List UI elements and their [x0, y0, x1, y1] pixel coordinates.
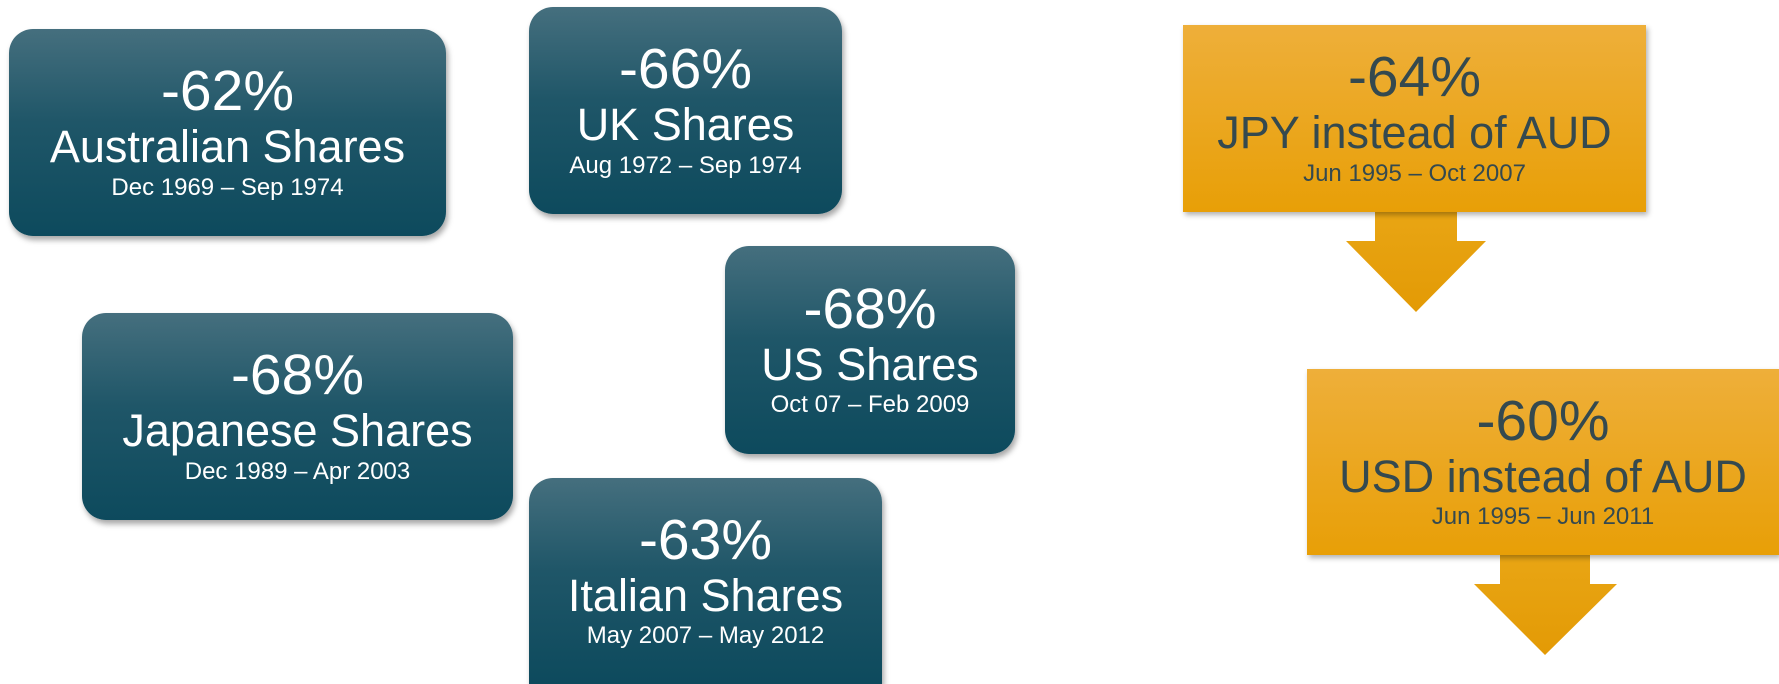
dates: Oct 07 – Feb 2009	[770, 391, 970, 419]
drawdown-box: -68% Japanese Shares Dec 1989 – Apr 2003	[82, 313, 513, 520]
dates: Dec 1969 – Sep 1974	[111, 173, 344, 201]
percent: -68%	[803, 276, 937, 341]
percent: -64%	[1347, 45, 1482, 110]
dates: Aug 1972 – Sep 1974	[569, 151, 802, 179]
dates: May 2007 – May 2012	[586, 622, 825, 650]
currency-box: -60% USD instead of AUD Jun 1995 – Jun 2…	[1307, 369, 1779, 555]
percent: -60%	[1476, 388, 1610, 453]
percent: -66%	[618, 37, 753, 102]
label: USD instead of AUD	[1339, 450, 1747, 502]
down-arrow	[1346, 205, 1486, 312]
dates: Jun 1995 – Oct 2007	[1303, 159, 1526, 187]
dates: Dec 1989 – Apr 2003	[184, 457, 411, 485]
drawdown-box: -62% Australian Shares Dec 1969 – Sep 19…	[9, 29, 446, 236]
drawdown-box: -68% US Shares Oct 07 – Feb 2009	[725, 246, 1015, 454]
label: US Shares	[761, 338, 979, 390]
drawdown-box: -63% Italian Shares May 2007 – May 2012	[529, 478, 882, 684]
label: Italian Shares	[567, 569, 844, 621]
percent: -62%	[160, 59, 295, 124]
label: Australian Shares	[49, 121, 406, 173]
percent: -68%	[230, 343, 365, 408]
down-arrow	[1474, 550, 1617, 655]
label: UK Shares	[576, 99, 795, 151]
currency-box: -64% JPY instead of AUD Jun 1995 – Oct 2…	[1183, 25, 1646, 212]
drawdown-box: -66% UK Shares Aug 1972 – Sep 1974	[529, 7, 842, 214]
label: Japanese Shares	[122, 405, 473, 457]
dates: Jun 1995 – Jun 2011	[1431, 503, 1655, 531]
percent: -63%	[638, 507, 773, 572]
label: JPY instead of AUD	[1217, 107, 1612, 159]
